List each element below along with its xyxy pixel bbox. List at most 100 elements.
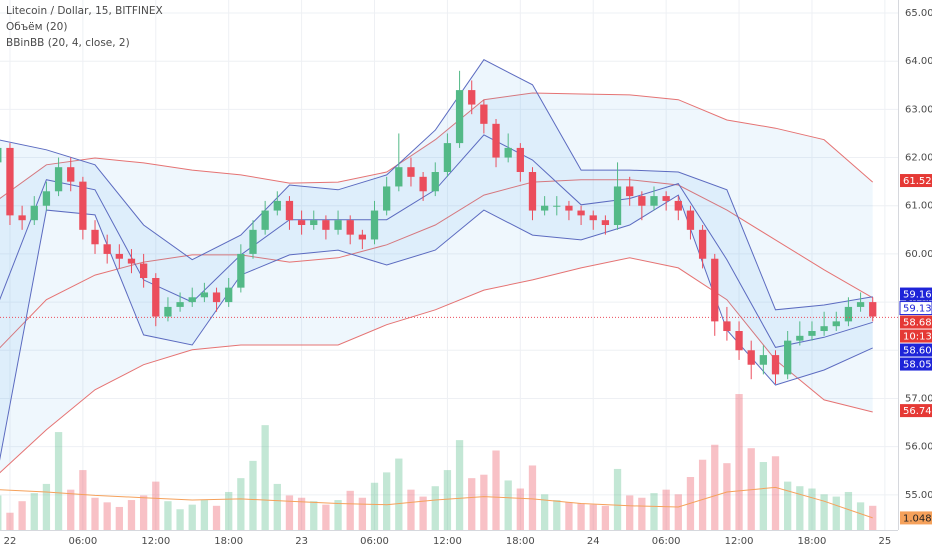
volume-bar	[443, 470, 452, 530]
candle-body	[127, 258, 136, 264]
y-tick-label: 56.000	[905, 442, 932, 453]
price-label-bg	[900, 357, 932, 371]
candle-body	[237, 253, 245, 288]
candle-body	[832, 321, 840, 327]
y-tick-label: 64.000	[905, 56, 932, 67]
volume-bar	[322, 504, 330, 530]
volume-bar	[613, 468, 622, 530]
x-tick-label: 18:00	[506, 536, 535, 547]
price-label-bg	[900, 174, 932, 188]
volume-pane	[0, 394, 877, 530]
volume-bar	[711, 444, 719, 530]
volume-bar	[30, 493, 38, 530]
countdown-label: 10:13	[903, 332, 932, 343]
volume-bar	[103, 502, 111, 530]
candle-body	[553, 205, 561, 207]
candle-body	[212, 292, 221, 303]
candle-body	[844, 306, 853, 322]
candle-body	[747, 350, 755, 365]
candle-body	[869, 302, 877, 317]
volume-bar	[856, 502, 865, 530]
candle-body	[42, 191, 51, 206]
candle-body	[164, 306, 172, 317]
candle-body	[516, 147, 524, 173]
volume-bar	[796, 486, 804, 530]
candle-body	[540, 205, 549, 211]
volume-bar	[577, 503, 585, 530]
volume-bar	[334, 500, 342, 530]
candle-body	[103, 244, 111, 254]
volume-bar	[480, 474, 488, 530]
candle-body	[504, 147, 512, 158]
volume-bar	[370, 482, 379, 530]
volume-bar	[285, 495, 294, 530]
volume-bar	[431, 486, 439, 530]
volume-bar	[626, 495, 634, 530]
volume-bar	[42, 483, 51, 530]
candle-body	[297, 220, 306, 226]
volume-bar	[139, 495, 148, 530]
volume-bar	[249, 460, 257, 530]
volume-bar	[212, 505, 221, 530]
x-tick-label: 12:00	[141, 536, 170, 547]
price-label-bg	[900, 343, 932, 357]
price-label: 58.051	[903, 360, 932, 371]
candle-body	[176, 302, 184, 307]
indicator-label: Объём (20)	[6, 21, 67, 33]
candle-body	[431, 172, 439, 192]
x-tick-label: 06:00	[652, 536, 681, 547]
candle-body	[322, 220, 330, 230]
price-label: 59.167	[903, 290, 932, 301]
band-fill	[0, 59, 873, 459]
price-axis	[898, 0, 932, 550]
candle-body	[856, 302, 865, 307]
volume-ma-line	[0, 486, 873, 519]
candle-body	[796, 335, 804, 341]
candle-body	[565, 205, 573, 211]
volume-bar	[310, 501, 318, 530]
volume-bar	[18, 501, 26, 530]
candle-body	[577, 210, 585, 216]
volume-bar	[698, 459, 707, 530]
candles	[0, 70, 898, 385]
x-tick-label: 12:00	[433, 536, 462, 547]
candle-body	[310, 220, 318, 226]
candle-body	[419, 176, 427, 192]
price-label: 58.609	[903, 346, 932, 357]
volume-bar	[54, 432, 63, 530]
indicator-label: BBinBB (20, 4, close, 2)	[6, 37, 130, 49]
volume-bar	[176, 509, 184, 530]
candle-body	[261, 210, 269, 230]
volume-bar	[261, 425, 269, 530]
candle-body	[601, 220, 610, 226]
volume-bar	[115, 506, 123, 530]
candle-body	[0, 147, 2, 163]
candle-body	[6, 147, 14, 216]
volume-bar	[662, 489, 670, 530]
candle-body	[626, 186, 634, 197]
price-label-bg	[899, 301, 932, 316]
candle-body	[200, 292, 209, 298]
volume-bar	[601, 505, 610, 530]
volume-bar	[832, 496, 840, 530]
volume-bar	[273, 483, 281, 530]
y-tick-label: 61.000	[905, 201, 932, 212]
band-upper	[0, 59, 873, 311]
volume-bar	[504, 480, 512, 530]
x-tick-label: 22	[4, 536, 17, 547]
time-axis	[0, 530, 932, 550]
candle-body	[528, 172, 537, 211]
volume-bar	[237, 478, 245, 530]
candle-body	[395, 167, 403, 187]
volume-bar	[419, 496, 427, 530]
volume-bar	[540, 494, 549, 530]
chart-title: Litecoin / Dollar, 15, BITFINEX	[6, 5, 163, 17]
volume-bar	[516, 488, 524, 530]
volume-bar	[200, 500, 209, 530]
candle-body	[249, 229, 257, 254]
candle-body	[808, 331, 816, 336]
price-label-bg	[900, 315, 932, 329]
x-tick-label: 25	[879, 536, 892, 547]
volume-bar	[553, 500, 561, 530]
volume-bar	[528, 465, 537, 530]
